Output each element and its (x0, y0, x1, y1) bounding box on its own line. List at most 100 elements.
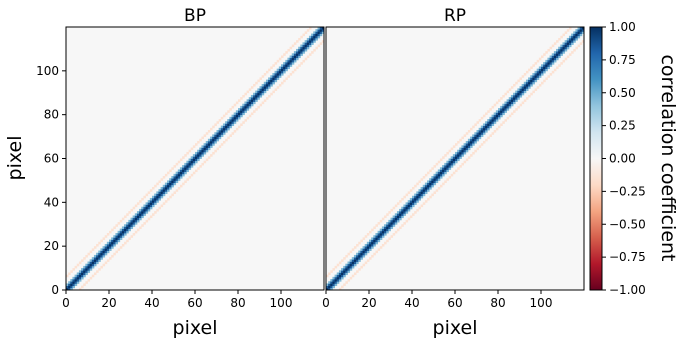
heatmap-cell (424, 191, 428, 194)
heatmap-cell (502, 121, 505, 124)
heatmap-cell (119, 230, 123, 234)
heatmap-cell (545, 68, 548, 72)
heatmap-cell (326, 287, 329, 290)
heatmap-cell (396, 215, 400, 219)
heatmap-cell (268, 68, 271, 72)
heatmap-cell (558, 46, 561, 50)
heatmap-cell (446, 169, 449, 173)
heatmap-cell (437, 160, 441, 164)
heatmap-cell (351, 263, 355, 267)
heatmap-cell (336, 274, 340, 278)
heatmap-cell (399, 211, 402, 214)
heatmap-cell (96, 270, 99, 273)
heatmap-cell (306, 40, 310, 43)
heatmap-cell (76, 274, 80, 278)
heatmap-cell (70, 281, 73, 284)
heatmap-cell (199, 149, 202, 153)
heatmap-cell (553, 51, 557, 54)
heatmap-cell (371, 254, 374, 258)
heatmap-cell (418, 193, 421, 197)
heatmap-cell (392, 222, 396, 225)
heatmap-cell (405, 204, 409, 208)
heatmap-cell (349, 276, 353, 280)
heatmap-cell (332, 279, 335, 282)
heatmap-cell (124, 224, 127, 227)
heatmap-cell (521, 101, 525, 105)
heatmap-cell (143, 211, 146, 214)
heatmap-cell (536, 59, 540, 63)
heatmap-cell (532, 90, 535, 94)
heatmap-cell (375, 233, 378, 236)
heatmap-cell (192, 154, 196, 157)
heatmap-cell (298, 51, 301, 54)
heatmap-cell (517, 90, 520, 94)
heatmap-cell (296, 51, 299, 54)
heatmap-cell (76, 276, 80, 280)
heatmap-cell (111, 246, 114, 249)
heatmap-cell (381, 230, 385, 234)
heatmap-cell (274, 77, 278, 80)
heatmap-cell (145, 211, 149, 214)
heatmap-cell (577, 29, 581, 32)
colorbar-tick-label: −0.25 (609, 184, 646, 198)
heatmap-cell (203, 160, 207, 164)
heatmap-cell (104, 246, 108, 249)
heatmap-cell (171, 184, 174, 188)
heatmap-cell (437, 178, 441, 181)
heatmap-cell (197, 149, 200, 153)
heatmap-cell (338, 270, 342, 273)
heatmap-cell (450, 158, 454, 162)
heatmap-cell (246, 90, 250, 94)
heatmap-cell (360, 250, 363, 254)
heatmap-cell (547, 64, 550, 67)
heatmap-cell (551, 55, 555, 59)
heatmap-cell (375, 250, 378, 254)
heatmap-cell (517, 94, 520, 98)
heatmap-cell (435, 189, 439, 192)
heatmap-cell (465, 143, 469, 146)
heatmap-cell (517, 97, 520, 100)
heatmap-cell (424, 189, 428, 192)
heatmap-cell (143, 195, 146, 199)
heatmap-cell (272, 75, 275, 78)
heatmap-cell (121, 235, 125, 238)
heatmap-cell (396, 219, 400, 223)
heatmap-cell (81, 268, 84, 271)
heatmap-cell (278, 68, 282, 72)
heatmap-cell (465, 145, 469, 148)
heatmap-cell (298, 55, 301, 59)
heatmap-cell (553, 68, 557, 72)
heatmap-cell (96, 261, 99, 265)
heatmap-cell (347, 261, 351, 265)
heatmap-cell (143, 208, 146, 212)
x-tick-label: 80 (230, 296, 245, 310)
heatmap-cell (562, 59, 566, 63)
heatmap-cell (390, 224, 394, 227)
heatmap-cell (164, 200, 168, 203)
heatmap-cell (83, 270, 86, 273)
heatmap-cell (427, 189, 430, 192)
heatmap-cell (538, 68, 542, 72)
heatmap-cell (341, 285, 344, 289)
heatmap-cell (534, 70, 538, 74)
heatmap-cell (136, 215, 140, 219)
heatmap-cell (96, 243, 99, 247)
heatmap-cell (207, 140, 211, 144)
heatmap-cell (470, 145, 473, 148)
heatmap-cell (416, 197, 419, 201)
heatmap-cell (332, 283, 335, 287)
heatmap-cell (366, 243, 370, 247)
heatmap-cell (399, 217, 402, 221)
heatmap-cell (113, 241, 116, 245)
heatmap-cell (422, 189, 426, 192)
heatmap-cell (541, 55, 544, 59)
heatmap-cell (564, 48, 568, 52)
heatmap-cell (227, 125, 230, 129)
heatmap-cell (147, 202, 151, 205)
heatmap-cell (345, 263, 348, 267)
heatmap-cell (530, 77, 533, 80)
colorbar-tick-label: 0.75 (609, 53, 636, 67)
heatmap-cell (244, 101, 247, 105)
heatmap-cell (300, 62, 303, 65)
heatmap-cell (558, 48, 561, 52)
